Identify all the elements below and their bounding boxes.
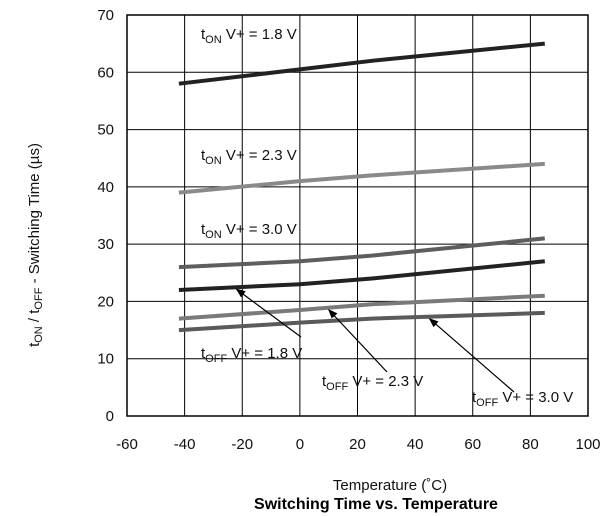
y-tick-label: 50 [97,122,114,139]
y-tick-label: 70 [97,7,114,24]
y-tick-label: 20 [97,293,114,310]
y-axis-title-sub1: ON [33,326,45,343]
y-axis-title-t2: t [26,309,43,314]
arrow-off23 [328,309,388,373]
series-label-on18: tON V+ = 1.8 V [201,26,297,46]
series-label-sub: OFF [476,397,498,409]
x-tick-label: 80 [522,436,539,453]
y-tick-label: 0 [106,408,114,425]
series-label-sub: OFF [326,381,348,393]
series-line-on18 [178,41,545,86]
y-tick-label: 10 [97,351,114,368]
series-label-on23: tON V+ = 2.3 V [201,147,297,167]
y-axis-title-rest: - Switching Time (µs) [26,143,43,288]
series-line-on23 [178,161,545,195]
series-label-t: t [201,345,206,362]
arrow-off18 [235,288,302,338]
x-tick-label: 60 [464,436,481,453]
y-axis-title-sub2: OFF [33,287,45,309]
series-label-rest: V+ = 2.3 V [222,147,297,164]
y-axis-title-sep: / [26,314,43,327]
x-tick-label: 0 [296,436,304,453]
series-label-sub: OFF [205,353,227,365]
annotation-arrows [235,288,515,393]
series-label-rest: V+ = 1.8 V [222,26,297,43]
y-tick-label: 40 [97,179,114,196]
plot-frame [126,14,589,417]
grid [126,14,589,417]
series-line-off30 [178,310,545,333]
x-tick-label: -60 [116,436,138,453]
x-tick-label: -40 [174,436,196,453]
series-label-t: t [201,221,206,238]
series-label-rest: V+ = 1.8 V [227,345,302,362]
series-label-off18: tOFF V+ = 1.8 V [201,345,302,365]
y-tick-labels: 0 10 20 30 40 50 60 70 [97,7,114,425]
series-label-off23: tOFF V+ = 2.3 V [322,373,423,393]
x-tick-label: -20 [231,436,253,453]
series-lines [178,41,545,333]
series-label-sub: ON [205,229,222,241]
x-tick-labels: -60 -40 -20 0 20 40 60 80 100 [116,436,600,453]
series-label-t: t [201,147,206,164]
arrow-off30 [428,318,515,393]
series-label-on30: tON V+ = 3.0 V [201,221,297,241]
series-label-sub: ON [205,34,222,46]
y-tick-label: 30 [97,236,114,253]
x-tick-label: 100 [575,436,600,453]
series-label-off30: tOFF V+ = 3.0 V [472,389,573,409]
x-tick-label: 40 [407,436,424,453]
chart-title: Switching Time vs. Temperature [254,496,498,513]
series-label-rest: V+ = 2.3 V [348,373,423,390]
series-line-on30 [178,236,545,270]
series-label-rest: V+ = 3.0 V [222,221,297,238]
series-label-sub: ON [205,155,222,167]
series-label-t: t [472,389,477,406]
x-tick-label: 20 [349,436,366,453]
x-axis-title: Temperature (˚C) [333,477,447,494]
series-label-rest: V+ = 3.0 V [498,389,573,406]
y-tick-label: 60 [97,64,114,81]
y-axis-title: tON / tOFF - Switching Time (µs) [26,143,45,347]
y-axis-title-t1: t [26,342,43,347]
series-label-t: t [201,26,206,43]
series-line-off18 [178,259,545,292]
series-label-t: t [322,373,327,390]
series-line-off23 [178,293,545,321]
